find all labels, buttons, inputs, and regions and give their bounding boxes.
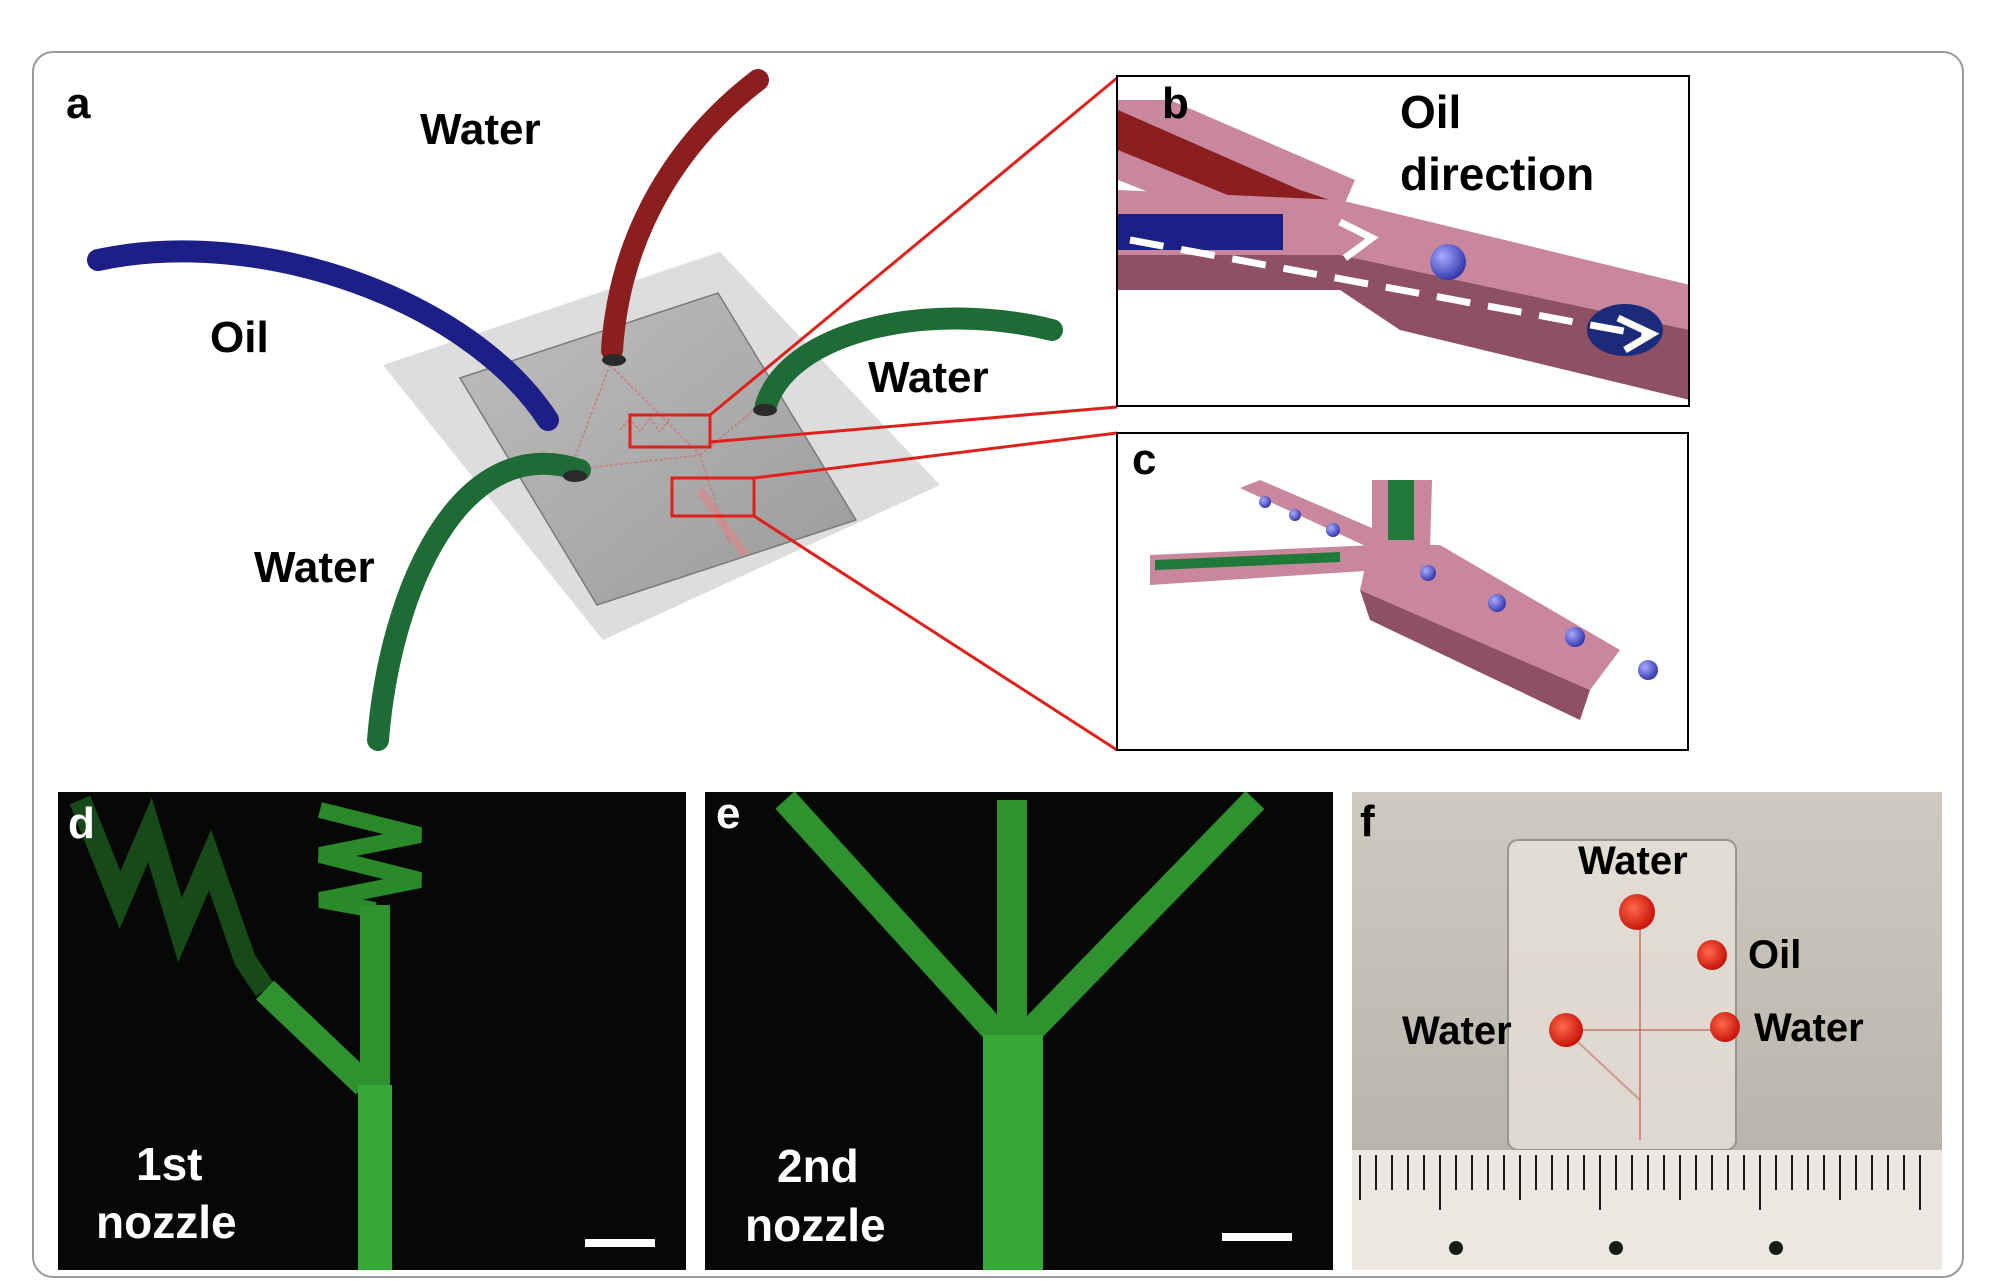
panel-c: c	[1116, 432, 1689, 751]
connector-b-1	[709, 76, 1118, 417]
droplet-c6	[1565, 627, 1585, 647]
label-f-oil: Oil	[1748, 933, 1801, 977]
droplet-1	[1430, 244, 1466, 280]
vertical-inlet-green	[1388, 480, 1414, 540]
zigzag-channel-faint	[69, 795, 275, 997]
ruler-dot-2	[1609, 1241, 1623, 1255]
droplet-c4	[1420, 565, 1436, 581]
port-oil	[1697, 940, 1727, 970]
direction-arrowhead-1	[1338, 218, 1379, 261]
green-right-port	[753, 404, 777, 416]
panel-e-letter: e	[716, 789, 740, 838]
ruler-ticks	[1359, 1155, 1921, 1210]
outlet-channel	[696, 487, 749, 558]
panel-f: f Water Oil Water Water	[1352, 792, 1942, 1270]
main-channel-side	[1118, 255, 1688, 400]
direction-arrow-line	[1129, 236, 1646, 339]
connector-c-1	[753, 431, 1118, 480]
scale-bar-e	[1222, 1233, 1292, 1241]
droplet-c7	[1638, 660, 1658, 680]
left-inlet-green	[1155, 552, 1340, 570]
panel-e-caption-line2: nozzle	[745, 1199, 886, 1251]
label-water-bottom: Water	[254, 543, 375, 592]
droplet-2	[1587, 304, 1663, 356]
panel-d-letter: d	[68, 799, 95, 848]
panel-d-caption-line2: nozzle	[96, 1196, 237, 1248]
panel-b: b Oil direction	[1116, 75, 1690, 407]
right-diagonal-channel	[1002, 792, 1265, 1060]
outlet-channel-e	[983, 1035, 1043, 1270]
panel-b-title-line1: Oil	[1400, 86, 1461, 138]
main-channel-c	[1360, 545, 1620, 690]
ruler-dot-3	[1769, 1241, 1783, 1255]
direction-arrowhead-2	[1616, 314, 1660, 354]
panel-a-letter: a	[66, 79, 91, 128]
red-tube-port	[602, 354, 626, 366]
zoom-box-b	[628, 413, 712, 449]
green-left-port	[563, 470, 587, 482]
left-diagonal-channel	[775, 792, 1022, 1059]
panel-e-caption-line1: 2nd	[777, 1140, 859, 1192]
panel-b-letter: b	[1162, 79, 1189, 128]
upper-inlet	[1240, 480, 1400, 555]
zigzag-channel	[318, 802, 422, 918]
red-water-tube	[601, 69, 769, 361]
label-water-top: Water	[420, 105, 541, 154]
panel-e-micrograph	[775, 792, 1265, 1270]
main-channel-c-side	[1360, 590, 1590, 720]
branch-channel	[256, 980, 374, 1095]
panel-d-caption-line1: 1st	[136, 1138, 202, 1190]
pdms-chip-photo	[1507, 839, 1737, 1151]
label-f-water-right: Water	[1754, 1006, 1864, 1050]
panel-d: d 1st nozzle	[58, 792, 686, 1270]
oil-tube-body	[87, 240, 559, 431]
port-water-left	[1549, 1013, 1583, 1047]
panel-b-title-line2: direction	[1400, 148, 1594, 200]
green-water-tube-right	[755, 307, 1063, 416]
label-oil: Oil	[210, 313, 269, 362]
scale-bar-d	[585, 1239, 655, 1247]
label-water-right: Water	[868, 353, 989, 402]
panel-d-micrograph	[69, 795, 422, 1270]
panel-c-letter: c	[1132, 435, 1156, 484]
label-f-water-left: Water	[1402, 1009, 1512, 1053]
panel-f-letter: f	[1360, 797, 1375, 846]
droplet-c2	[1289, 509, 1301, 521]
pdms-chip	[458, 292, 858, 606]
green-water-tube-left	[367, 452, 591, 751]
droplet-c3	[1326, 523, 1340, 537]
connector-c-2	[753, 514, 1118, 752]
panel-a: a Water Oil	[66, 69, 1118, 752]
droplet-c1	[1259, 496, 1271, 508]
label-f-water-top: Water	[1578, 839, 1688, 883]
zoom-box-c	[670, 476, 756, 518]
ruler-dot-1	[1449, 1241, 1463, 1255]
port-water-right	[1710, 1012, 1740, 1042]
connector-b-2	[709, 405, 1118, 444]
droplet-c5	[1488, 594, 1506, 612]
port-water-top	[1619, 894, 1655, 930]
panel-e: e 2nd nozzle	[705, 789, 1333, 1270]
